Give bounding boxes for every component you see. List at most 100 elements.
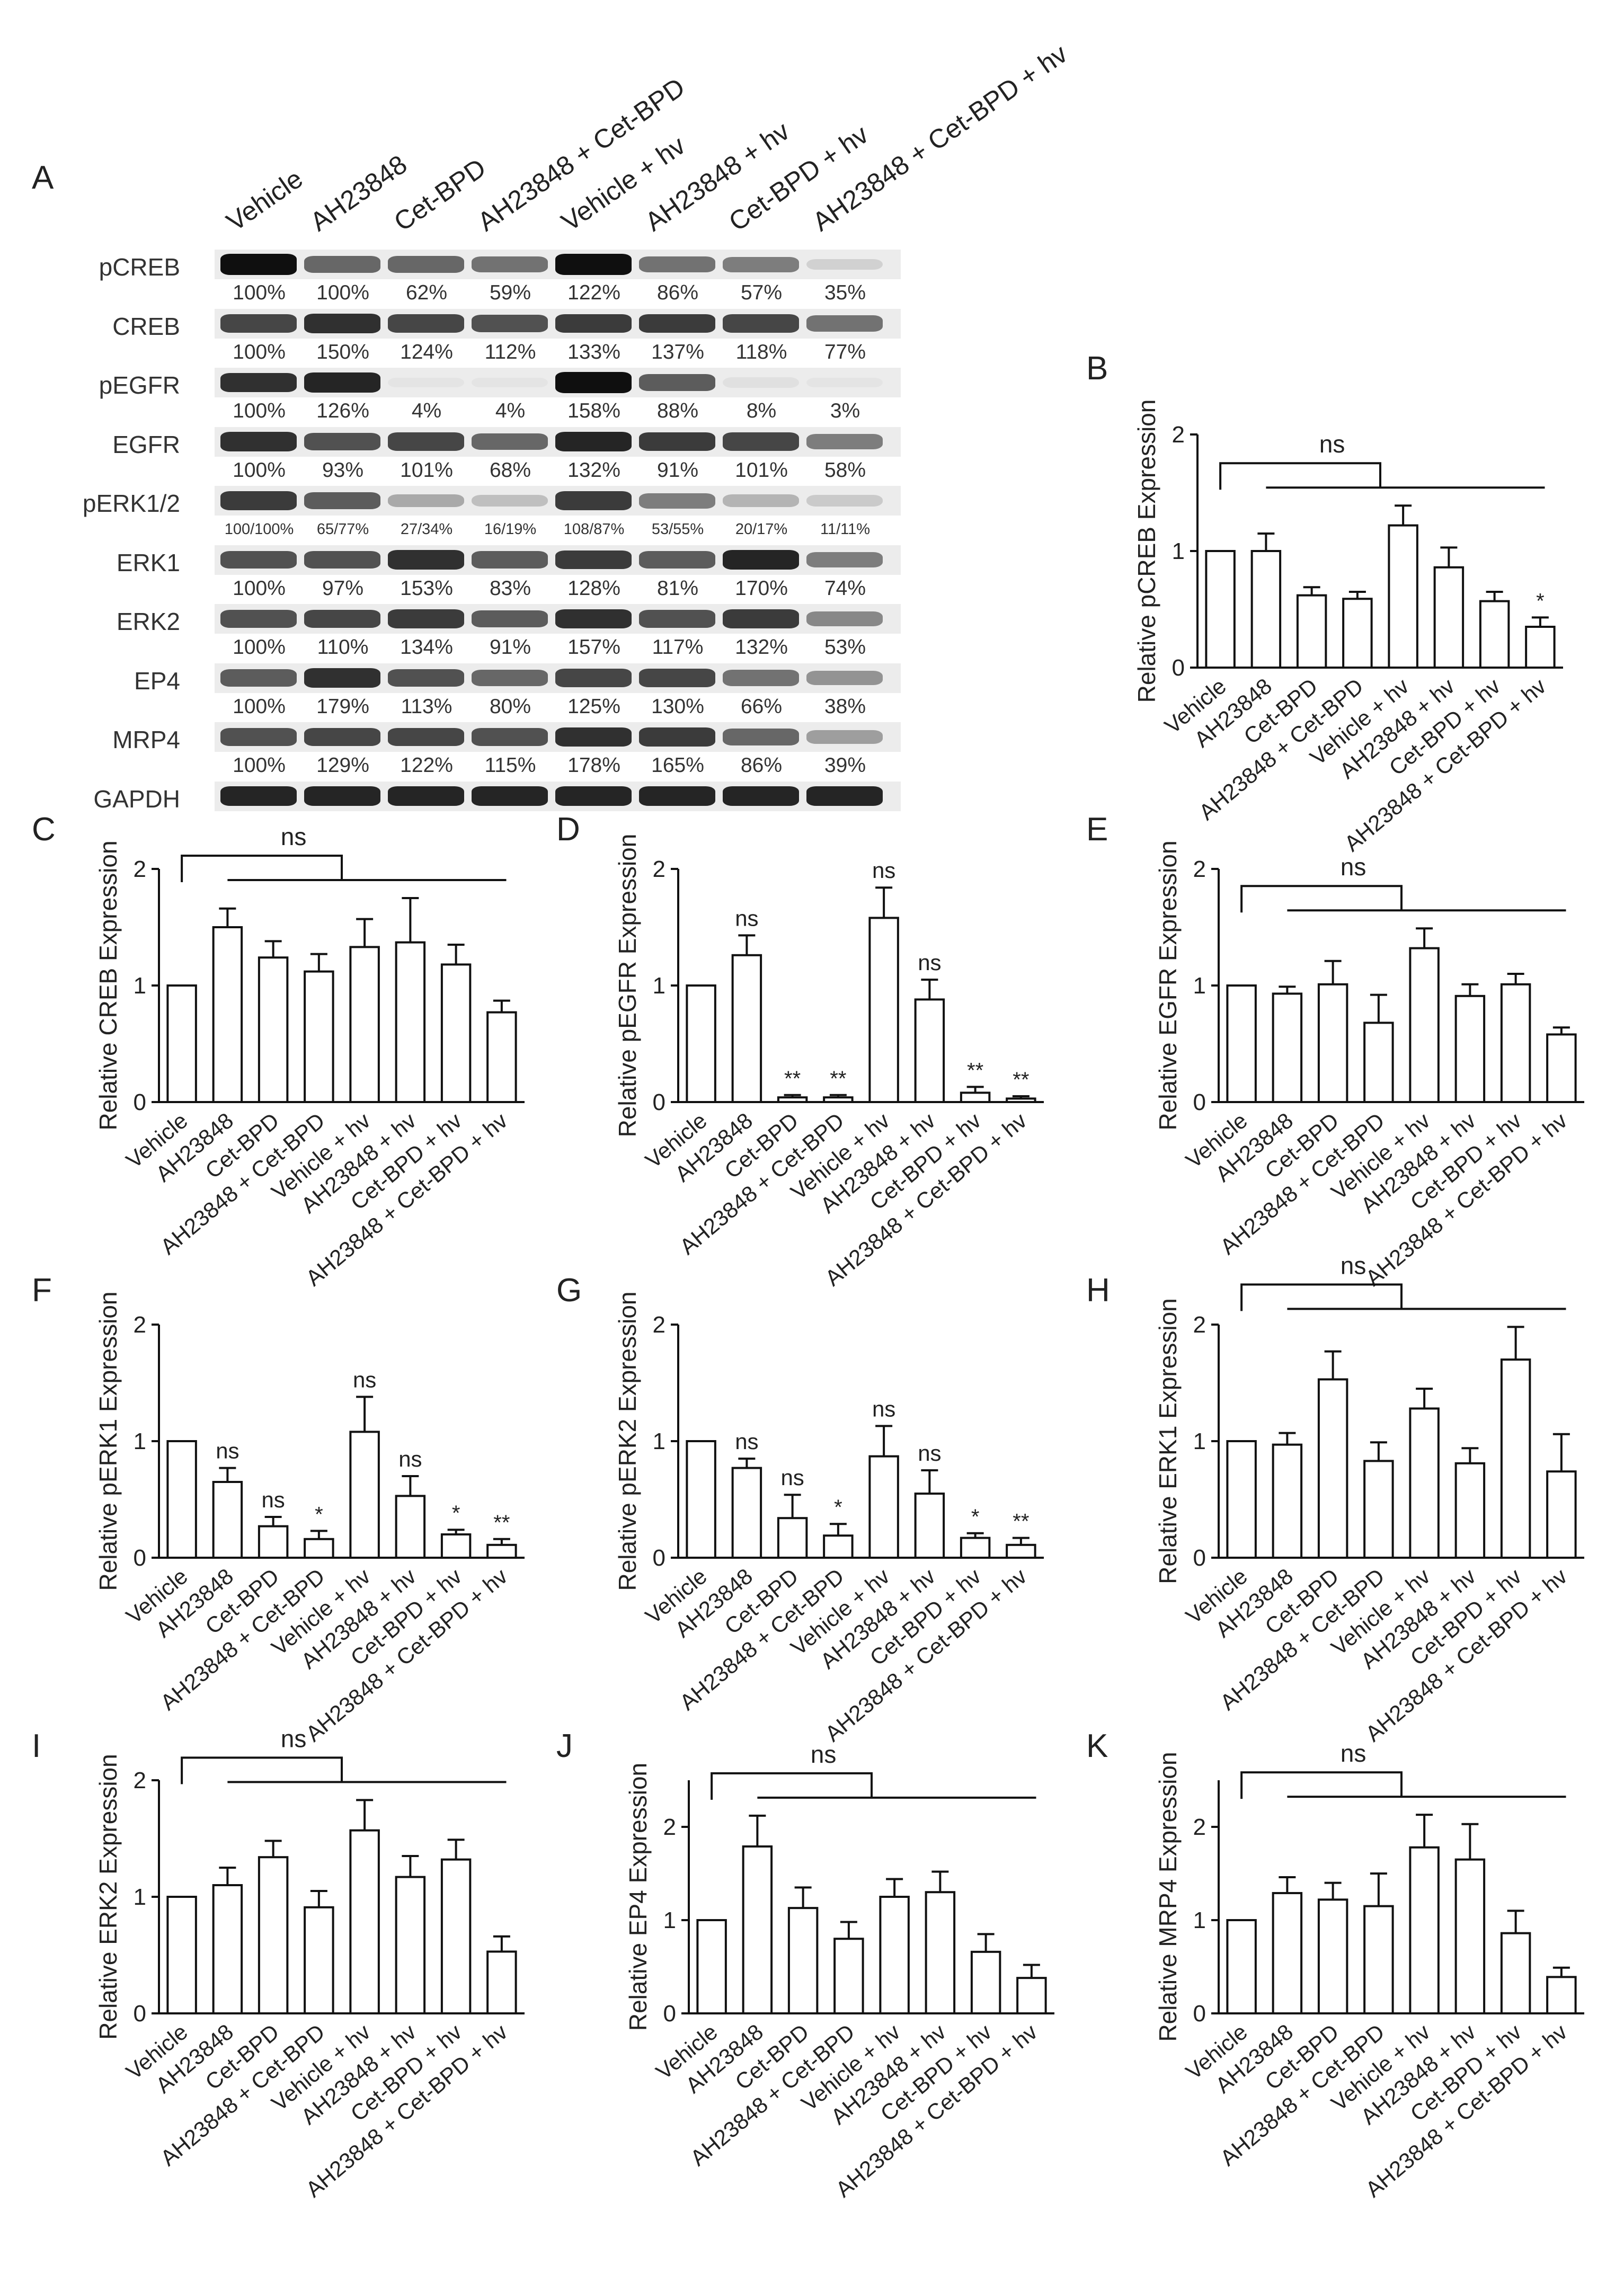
comparison-bracket [1240, 885, 1403, 913]
significance-label: ns [872, 1396, 895, 1421]
bar [1433, 566, 1465, 669]
blot-quantification: 132% [567, 458, 620, 482]
blot-row-label: pCREB [99, 253, 180, 281]
blot-quantification: 132% [735, 636, 788, 659]
bar-chart-j: Relative EP4 Expression 012VehicleAH23848… [624, 1741, 1054, 2202]
blot-band [639, 669, 715, 687]
blot-quantification: 81% [656, 576, 699, 600]
blot-band [723, 314, 799, 333]
blot-band [806, 377, 883, 388]
blot-quantification: 83% [489, 576, 531, 600]
panel-letter-i: I [32, 1728, 41, 1764]
y-tick-label: 2 [134, 1312, 146, 1338]
bar [1546, 1470, 1577, 1559]
blot-band [220, 254, 297, 275]
blot-band [639, 256, 715, 273]
blot-band [388, 550, 464, 570]
bar [395, 1495, 426, 1559]
bar [777, 1517, 808, 1559]
bar [1006, 1097, 1036, 1104]
significance-label: * [971, 1505, 980, 1529]
bar [696, 1919, 727, 2014]
blot-band [806, 730, 883, 744]
bar [1546, 1033, 1577, 1104]
blot-band [723, 609, 799, 628]
y-axis-label: Relative pEGFR Expression [614, 834, 641, 1138]
bar [1272, 1443, 1303, 1559]
bar [1409, 1846, 1440, 2014]
blot-row-label: EGFR [112, 430, 180, 458]
blot-band [639, 374, 715, 392]
blot-quantification: 39% [824, 754, 866, 777]
blot-quantification: 179% [316, 695, 369, 718]
bar [777, 1096, 808, 1104]
bar-chart-h: Relative ERK1 Expression 012VehicleAH2384… [1154, 1251, 1584, 1746]
blot-band [723, 670, 799, 686]
y-tick-label: 0 [134, 1545, 146, 1571]
bracket-label: ns [281, 1725, 307, 1752]
y-tick-label: 1 [663, 1907, 676, 1933]
bracket-label: ns [281, 823, 307, 850]
bar [960, 1091, 991, 1104]
bar [395, 1876, 426, 2014]
panel-letter-f: F [32, 1272, 52, 1309]
bar [731, 1467, 762, 1559]
bar [1409, 947, 1440, 1103]
blot-band [388, 377, 464, 388]
blot-band [806, 495, 883, 507]
bar [349, 1829, 380, 2014]
blot-band [220, 669, 297, 687]
y-tick-label: 2 [653, 856, 665, 882]
significance-label: ns [353, 1367, 376, 1392]
bar [868, 917, 899, 1103]
blot-quantification: 128% [567, 576, 620, 600]
bar [212, 1884, 243, 2014]
bar [914, 1493, 945, 1559]
bar [1388, 524, 1418, 669]
blot-band [220, 432, 297, 451]
bar [1205, 550, 1236, 669]
bar [833, 1938, 864, 2015]
blot-band [555, 254, 632, 275]
blot-band [220, 491, 297, 510]
blot-band [304, 314, 380, 333]
bar-chart-e: Relative EGFR Expression 012VehicleAH2384… [1154, 840, 1584, 1291]
blot-band [388, 432, 464, 451]
blot-quantification: 122% [400, 754, 453, 777]
bar [1317, 1378, 1348, 1559]
blot-quantification: 53% [824, 636, 866, 659]
bar-chart-g: Relative pERK2 Expression 012VehiclensAH2… [614, 1291, 1044, 1746]
blot-quantification: 100% [233, 458, 286, 482]
bracket-label: ns [1341, 853, 1366, 881]
blot-band [723, 256, 799, 272]
y-tick-label: 0 [1193, 1545, 1206, 1571]
y-tick-label: 1 [1172, 538, 1185, 564]
comparison-bracket [181, 855, 343, 882]
y-axis-label: Relative ERK1 Expression [1154, 1298, 1182, 1584]
blot-band [723, 549, 799, 570]
blot-quantification: 100% [316, 281, 369, 304]
blot-quantification: 11/11% [820, 521, 871, 538]
y-tick-label: 0 [134, 2001, 146, 2027]
panel-letter-g: G [556, 1272, 582, 1309]
blot-band [388, 256, 464, 273]
bar [304, 1906, 334, 2014]
blot-band [220, 610, 297, 628]
blot-band [388, 669, 464, 687]
blot-band [806, 786, 883, 806]
blot-row-label: MRP4 [112, 726, 180, 753]
lane-label: Vehicle [221, 163, 308, 237]
blot-band [639, 493, 715, 509]
blot-band [304, 492, 380, 510]
blot-row-label: CREB [112, 312, 180, 340]
y-axis-label: Relative pERK2 Expression [614, 1291, 641, 1591]
blot-quantification: 137% [651, 340, 704, 363]
y-tick-label: 2 [1193, 1312, 1206, 1338]
panel-letter-e: E [1086, 811, 1108, 848]
comparison-bracket [181, 1756, 343, 1784]
blot-band [388, 314, 464, 333]
blot-quantification: 65/77% [316, 521, 369, 538]
significance-label: ns [261, 1487, 285, 1512]
blot-quantification: 153% [400, 576, 453, 600]
significance-label: ns [780, 1465, 804, 1490]
